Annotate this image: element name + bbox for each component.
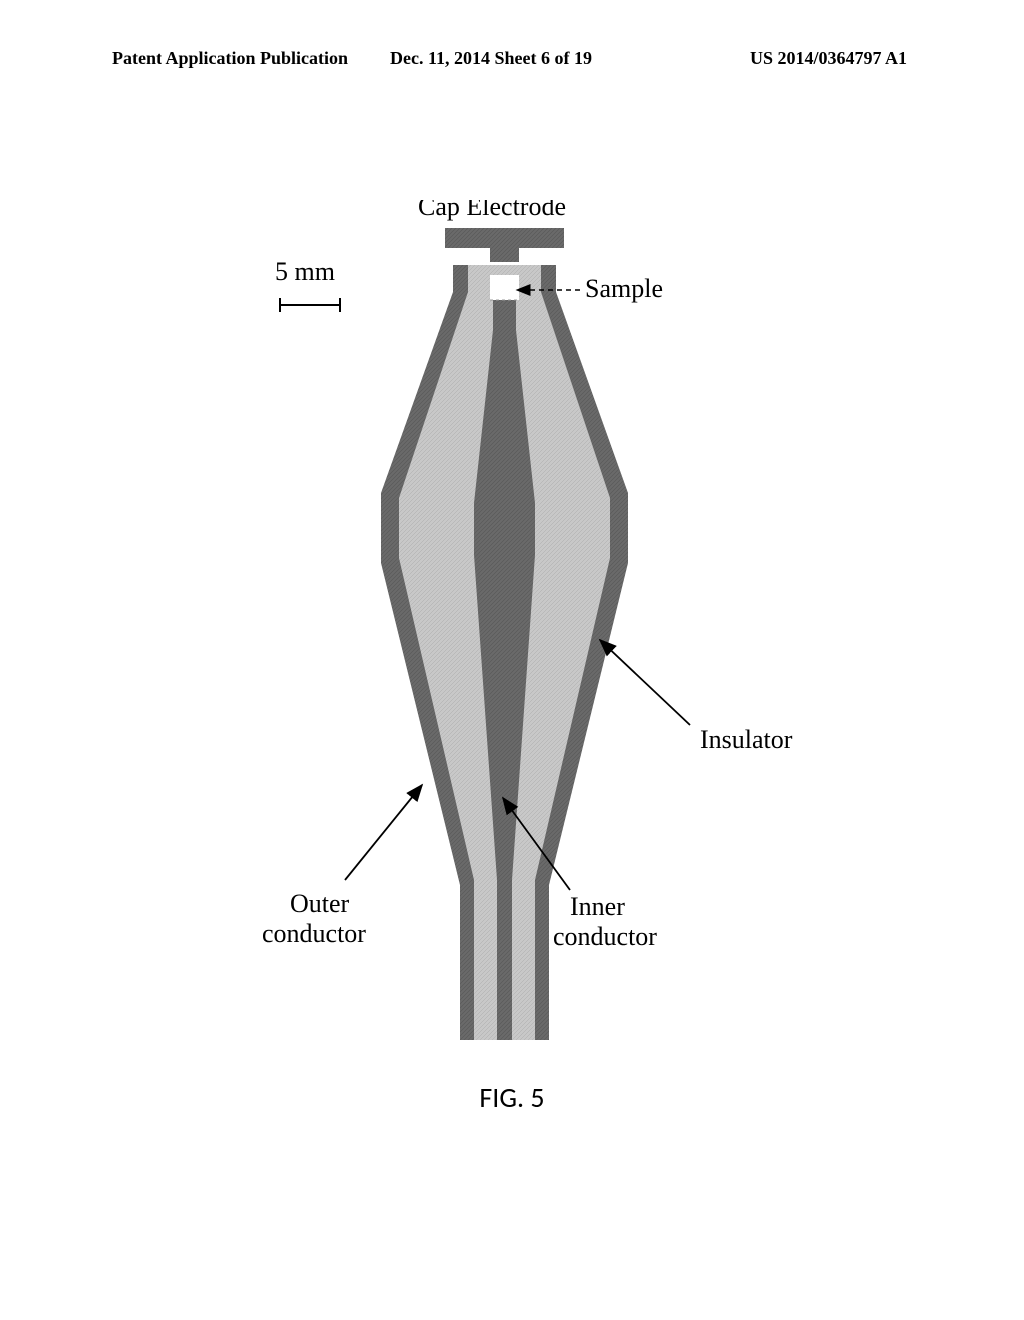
inner-conductor-label-2: conductor [553, 922, 657, 951]
insulator-label: Insulator [700, 725, 793, 754]
outer-conductor-label-2: conductor [262, 919, 366, 948]
header-date-sheet: Dec. 11, 2014 Sheet 6 of 19 [390, 48, 592, 69]
scale-label: 5 mm [275, 257, 335, 286]
cross-section-svg: Cap Electrode Sample 5 mm Insulator Oute… [0, 200, 1024, 1100]
inner-conductor-label-1: Inner [570, 892, 625, 921]
outer-conductor-arrow [345, 785, 422, 880]
sample-label: Sample [585, 274, 663, 303]
header-doc-number: US 2014/0364797 A1 [750, 48, 907, 69]
cap-electrode-top [445, 228, 564, 248]
insulator-arrow [600, 640, 690, 725]
figure-caption: FIG. 5 [0, 1080, 1024, 1115]
sample-shape [490, 275, 519, 300]
cap-electrode-label: Cap Electrode [418, 200, 566, 221]
outer-conductor-label-1: Outer [290, 889, 350, 918]
diagram: Cap Electrode Sample 5 mm Insulator Oute… [0, 200, 1024, 1100]
scale-bar [280, 298, 340, 312]
header-publication: Patent Application Publication [112, 48, 348, 69]
cap-electrode-stem [490, 248, 519, 262]
